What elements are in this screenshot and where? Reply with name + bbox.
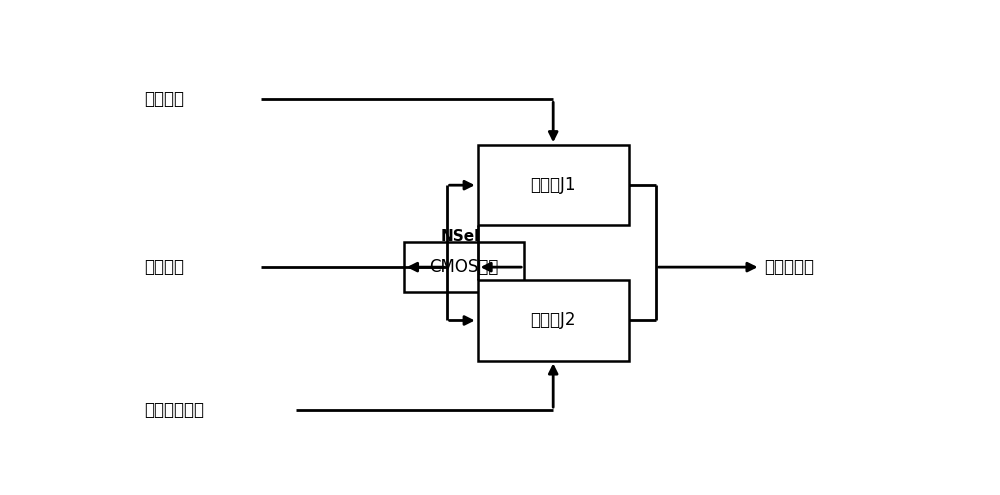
Text: 反馈信号: 反馈信号 — [144, 91, 184, 108]
Bar — [404, 243, 524, 292]
Bar — [478, 145, 629, 225]
Text: 选通信号: 选通信号 — [144, 258, 184, 276]
Text: 第一输入信号: 第一输入信号 — [144, 401, 204, 419]
Text: 选通后信号: 选通后信号 — [764, 258, 814, 276]
Bar — [478, 281, 629, 360]
Text: 传输门J1: 传输门J1 — [530, 176, 576, 194]
Text: 传输门J2: 传输门J2 — [530, 311, 576, 330]
Text: NSel: NSel — [441, 229, 480, 244]
Text: CMOS非门: CMOS非门 — [429, 258, 499, 276]
